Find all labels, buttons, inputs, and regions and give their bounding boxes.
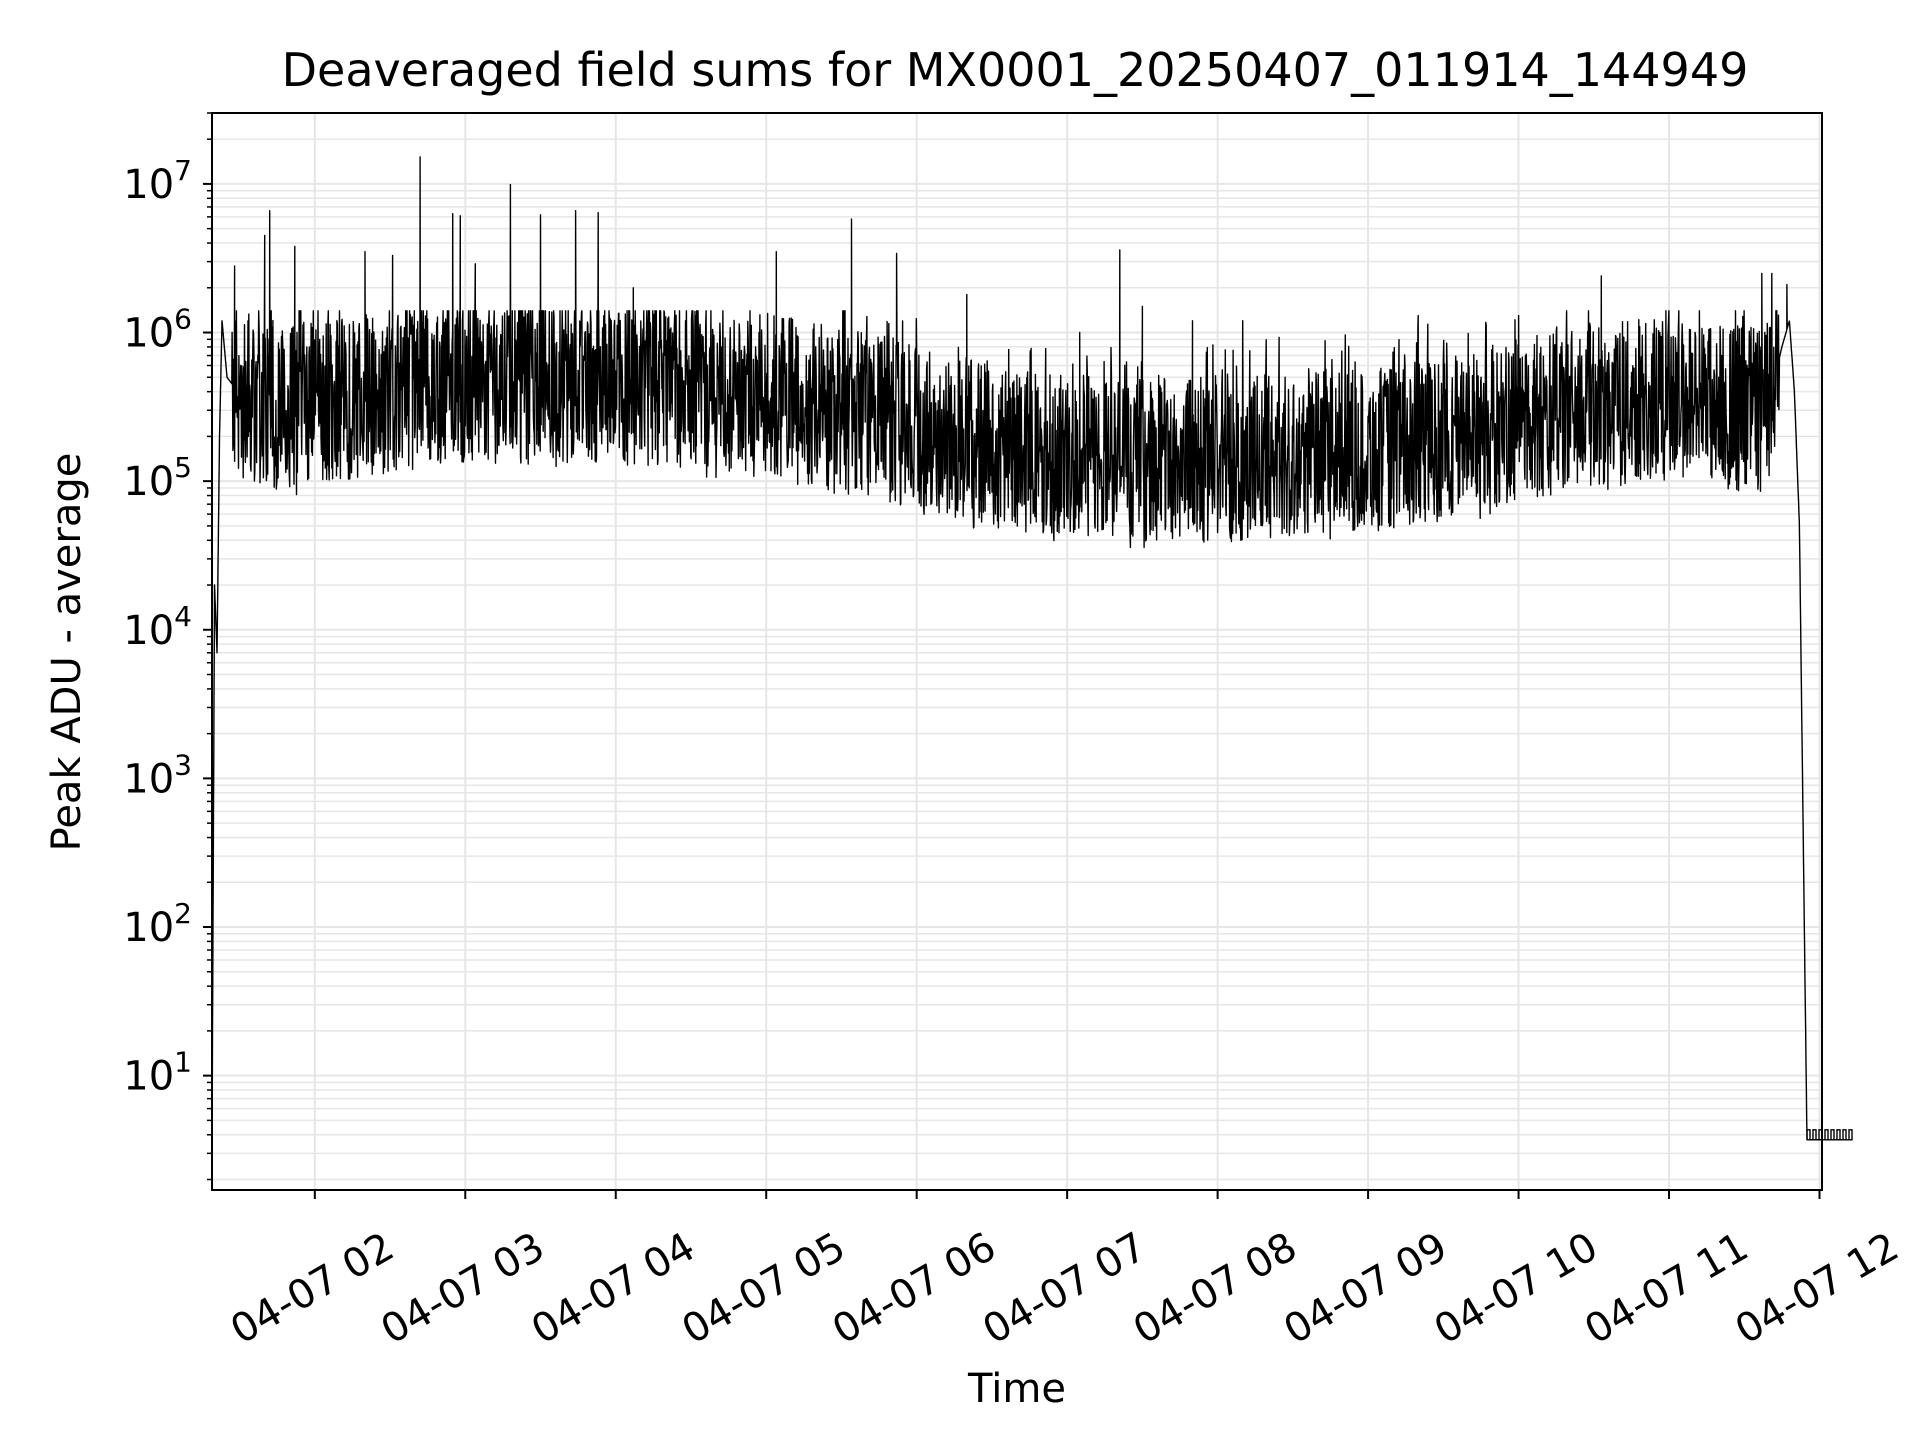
x-axis-label: Time — [967, 1366, 1066, 1412]
y-axis-label: Peak ADU - average — [44, 453, 90, 852]
y-axis: 101 102 103 104 105 106 107 — [123, 112, 212, 1181]
plot-frame — [211, 112, 1823, 1191]
y-tick-label: 106 — [123, 303, 192, 357]
series-layer — [211, 156, 1853, 1144]
chart-title: Deaveraged field sums for MX0001_2025040… — [282, 43, 1749, 97]
y-tick-label: 101 — [123, 1046, 192, 1100]
major-grid — [212, 113, 1822, 1190]
y-tick-label: 102 — [123, 897, 192, 951]
y-tick-label: 103 — [123, 748, 192, 802]
y-tick-label: 107 — [123, 154, 192, 208]
series-tail — [1806, 1129, 1853, 1141]
y-tick-label: 105 — [123, 451, 192, 505]
series-line — [211, 156, 1823, 1144]
y-tick-label: 104 — [123, 600, 192, 654]
